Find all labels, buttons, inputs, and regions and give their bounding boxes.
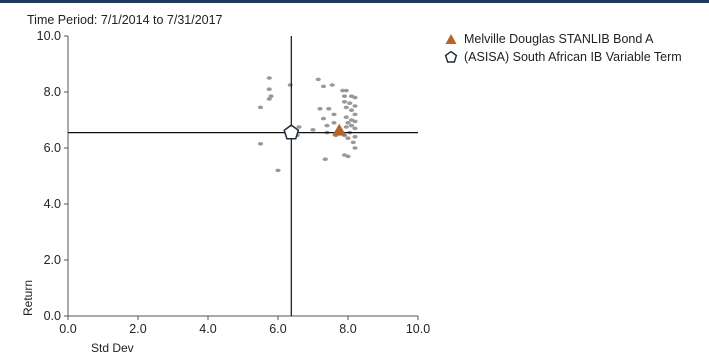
scatter-point <box>341 100 348 104</box>
scatter-point <box>266 87 272 91</box>
scatter-point <box>352 146 358 150</box>
scatter-point <box>329 83 335 87</box>
scatter-point <box>275 168 281 173</box>
y-tick-label: 6.0 <box>44 141 61 155</box>
pentagon-icon <box>444 50 458 63</box>
scatter-point <box>352 135 358 139</box>
x-tick-label: 2.0 <box>129 322 146 336</box>
scatter-point <box>341 94 348 98</box>
legend-item-fund: Melville Douglas STANLIB Bond A <box>444 30 682 48</box>
scatter-point <box>257 142 264 146</box>
scatter-point <box>352 126 358 131</box>
legend-label-category: (ASISA) South African IB Variable Term <box>464 50 682 64</box>
y-tick-label: 2.0 <box>44 253 61 267</box>
scatter-point <box>331 121 337 125</box>
y-tick-label: 0.0 <box>44 309 61 323</box>
scatter-point <box>320 116 327 121</box>
scatter-point <box>343 115 349 119</box>
y-tick-label: 10.0 <box>37 29 61 43</box>
x-tick-label: 6.0 <box>269 322 286 336</box>
x-tick-label: 10.0 <box>406 322 430 336</box>
scatter-point <box>347 101 353 105</box>
scatter-point <box>345 136 351 140</box>
x-tick-label: 0.0 <box>59 322 76 336</box>
scatter-point <box>348 123 355 128</box>
scatter-point <box>315 77 321 82</box>
scatter-point <box>266 97 272 101</box>
category-benchmark-point <box>283 124 300 140</box>
scatter-point <box>345 121 351 125</box>
x-axis-label: Std Dev <box>91 341 134 354</box>
scatter-point <box>257 105 264 110</box>
highlighted-points <box>283 123 347 140</box>
scatter-point <box>287 83 293 87</box>
scatter-point <box>345 154 351 159</box>
scatter-point <box>343 125 349 129</box>
scatter-point <box>324 123 330 128</box>
scatter-point <box>317 107 323 111</box>
scatter-point <box>343 88 349 93</box>
scatter-point <box>296 125 302 129</box>
scatter-point <box>268 94 274 98</box>
data-points <box>257 76 358 173</box>
legend-item-category: (ASISA) South African IB Variable Term <box>444 48 682 66</box>
scatter-point <box>326 107 332 111</box>
scatter-point <box>266 76 272 80</box>
triangle-icon <box>445 34 457 44</box>
x-tick-label: 4.0 <box>199 322 216 336</box>
chart-subtitle: Time Period: 7/1/2014 to 7/31/2017 <box>27 13 223 27</box>
y-tick-label: 8.0 <box>44 85 61 99</box>
scatter-point <box>310 128 316 132</box>
scatter-point <box>322 157 328 161</box>
axes: 0.0 2.0 4.0 6.0 8.0 10.0 0.0 2.0 4.0 6.0 8.0 10.0 <box>37 29 431 336</box>
scatter-point <box>320 84 327 89</box>
scatter-point <box>343 105 349 110</box>
y-axis-label: Return <box>21 280 35 316</box>
legend-label-fund: Melville Douglas STANLIB Bond A <box>464 32 654 46</box>
scatter-point <box>352 119 358 124</box>
x-tick-label: 8.0 <box>339 322 356 336</box>
scatter-point <box>350 140 356 145</box>
scatter-point <box>331 112 337 117</box>
scatter-point <box>352 104 358 108</box>
scatter-point <box>348 108 355 112</box>
scatter-point <box>352 95 358 100</box>
scatter-point <box>352 112 358 117</box>
fund-point <box>332 123 347 136</box>
header-bar <box>0 0 709 3</box>
legend: Melville Douglas STANLIB Bond A (ASISA) … <box>444 30 682 66</box>
y-tick-label: 4.0 <box>44 197 61 211</box>
